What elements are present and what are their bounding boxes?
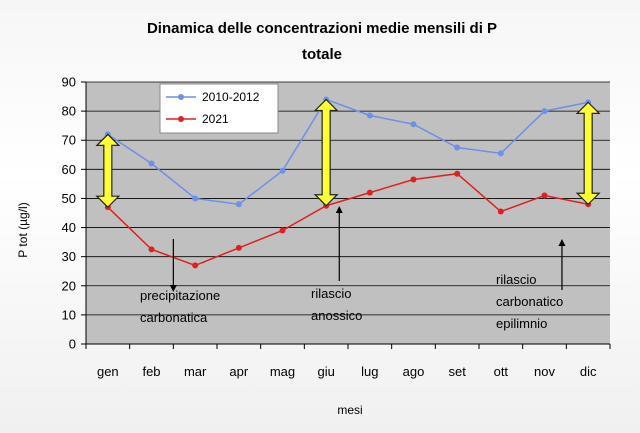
data-point-2010-2012-mag: [279, 167, 286, 174]
x-tick-label-ago: ago: [403, 364, 425, 379]
annotation-arrowhead-0: [169, 285, 177, 292]
data-point-2010-2012-ott: [497, 150, 504, 157]
x-tick-label-mag: mag: [270, 364, 295, 379]
axes: 0 10 20 30 40 50 60 70 80 90 gen feb mar apr mag giu lug…: [62, 75, 611, 379]
x-tick-label-mar: mar: [184, 364, 207, 379]
annotations: precipitazione carbonatica rilascio anossic…: [140, 206, 566, 331]
y-tick-label-80: 80: [62, 104, 76, 119]
y-tick-label-90: 90: [62, 75, 76, 90]
data-point-2010-2012-apr: [235, 201, 242, 208]
data-point-2021-apr: [235, 244, 242, 251]
data-point-2021-feb: [148, 246, 155, 253]
double-arrow-giu: [313, 98, 339, 207]
double-arrow-dic: [575, 101, 601, 206]
y-tick-label-50: 50: [62, 191, 76, 206]
x-tick-label-gen: gen: [97, 364, 119, 379]
annotation-text-1-0: rilascio: [311, 286, 351, 301]
data-point-2021-nov: [541, 192, 548, 199]
x-tick-label-lug: lug: [361, 364, 378, 379]
legend-label-2010-2012: 2010-2012: [202, 90, 260, 104]
data-point-2010-2012-mar: [192, 195, 199, 202]
x-tick-label-set: set: [448, 364, 466, 379]
x-axis-label: mesi: [337, 403, 362, 417]
data-point-2010-2012-lug: [366, 112, 373, 119]
x-tick-label-dic: dic: [580, 364, 597, 379]
annotation-text-0-0: precipitazione: [140, 288, 220, 303]
y-tick-label-30: 30: [62, 249, 76, 264]
annotation-text-2-2: epilimnio: [496, 316, 547, 331]
y-tick-label-70: 70: [62, 133, 76, 148]
data-point-2021-ott: [497, 208, 504, 215]
x-tick-label-apr: apr: [229, 364, 248, 379]
x-tick-label-ott: ott: [494, 364, 509, 379]
y-tick-label-10: 10: [62, 307, 76, 322]
annotation-text-1-1: anossico: [311, 308, 362, 323]
y-tick-label-40: 40: [62, 220, 76, 235]
y-tick-label-0: 0: [69, 337, 76, 352]
series-line-2010-2012: [107, 98, 589, 206]
data-point-2021-set: [454, 170, 461, 177]
double-arrow-gen: [95, 133, 121, 209]
annotation-arrowhead-2: [558, 239, 566, 246]
annotation-arrowhead-1: [335, 206, 343, 213]
legend: 2010-2012 2021: [159, 83, 279, 134]
series-line-2021: [107, 172, 589, 267]
legend-marker-2010-2012: [178, 94, 184, 100]
annotation-text-0-1: carbonatica: [140, 310, 208, 325]
annotation-text-2-0: rilascio: [496, 272, 536, 287]
y-axis-label: P tot (µg/l): [16, 202, 30, 257]
data-point-2021-lug: [366, 189, 373, 196]
x-tick-label-giu: giu: [317, 364, 334, 379]
y-tick-label-60: 60: [62, 162, 76, 177]
double-arrows: [95, 98, 601, 209]
data-point-2021-ago: [410, 176, 417, 183]
data-point-2021-mar: [192, 262, 199, 269]
y-tick-label-20: 20: [62, 278, 76, 293]
data-point-2010-2012-set: [454, 144, 461, 151]
x-tick-label-feb: feb: [142, 364, 160, 379]
data-point-2010-2012-nov: [541, 108, 548, 115]
legend-box: [159, 83, 279, 134]
chart-title: Dinamica delle concentrazioni medie mens…: [147, 20, 497, 37]
data-point-2021-mag: [279, 227, 286, 234]
legend-marker-2021: [178, 116, 184, 122]
legend-label-2021: 2021: [202, 112, 229, 126]
annotation-text-2-1: carbonatico: [496, 294, 563, 309]
data-point-2010-2012-ago: [410, 121, 417, 128]
chart-title-line2: totale: [302, 46, 342, 63]
x-tick-label-nov: nov: [534, 364, 555, 379]
data-point-2010-2012-feb: [148, 160, 155, 167]
